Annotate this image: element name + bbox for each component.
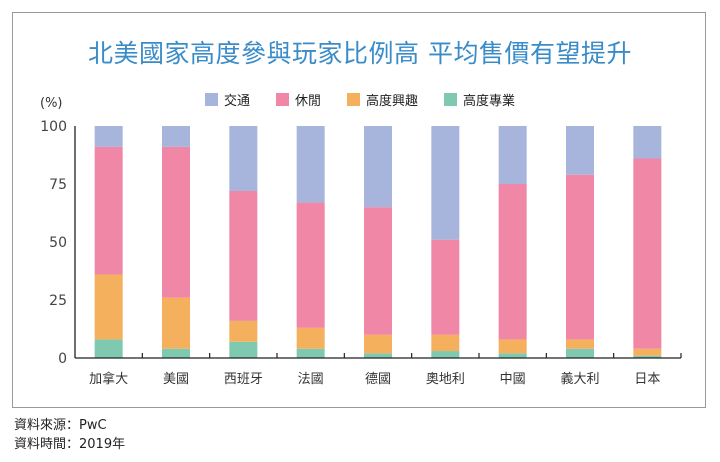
bar-segment (162, 126, 190, 147)
bar-segment (431, 239, 460, 335)
bar-segment (431, 351, 460, 358)
bar-segment (162, 146, 190, 298)
legend-label: 高度興趣 (366, 94, 419, 109)
bar-segment (229, 190, 258, 321)
legend-item: 高度興趣 (347, 90, 418, 109)
bar-segment (162, 348, 190, 358)
x-tick-label: 義大利 (560, 371, 599, 387)
bar-segment (566, 174, 594, 340)
legend-swatch (444, 93, 458, 106)
chart-frame (12, 12, 706, 408)
bar-segment (566, 126, 594, 175)
bar-segment (296, 348, 325, 358)
bar-segment (364, 334, 392, 354)
x-tick-label: 加拿大 (89, 371, 128, 387)
bar-segment (566, 339, 594, 349)
time-note: 資料時間：2019年 (14, 437, 126, 452)
legend: 交通 休閒 高度興趣 高度專業 (0, 90, 720, 109)
chart-title: 北美國家高度參與玩家比例高 平均售價有望提升 (88, 39, 632, 68)
bar-segment (431, 126, 460, 240)
legend-swatch (204, 93, 218, 106)
x-tick-label: 西班牙 (224, 372, 263, 387)
bar-segment (633, 355, 662, 358)
bar-segment (633, 348, 662, 356)
y-tick-label: 75 (49, 177, 67, 193)
y-tick-label: 25 (49, 293, 67, 309)
x-tick-label: 中國 (500, 372, 526, 387)
bar-segment (431, 334, 460, 352)
bar-segment (498, 339, 527, 354)
bar-segment (498, 184, 527, 340)
y-tick-label: 100 (40, 119, 67, 135)
legend-item: 交通 (204, 90, 250, 109)
bar-segment (229, 126, 258, 191)
bar-segment (296, 202, 325, 328)
x-tick-label: 法國 (298, 372, 324, 387)
legend-label: 交通 (223, 94, 250, 109)
bar-segment (364, 207, 392, 335)
legend-item: 休閒 (275, 90, 321, 109)
bar-segment (296, 126, 325, 203)
legend-item: 高度專業 (444, 90, 515, 109)
legend-swatch (275, 93, 289, 106)
bar-segment (229, 341, 258, 358)
bar-segment (162, 297, 190, 349)
y-tick-label: 0 (58, 351, 67, 367)
source-note: 資料來源：PwC (14, 418, 107, 433)
bar-segment (94, 126, 123, 147)
legend-label: 高度專業 (463, 94, 516, 109)
legend-label: 休閒 (294, 94, 321, 109)
bar-segment (94, 146, 123, 275)
bar-segment (633, 158, 662, 349)
x-tick-label: 美國 (163, 372, 189, 387)
x-tick-label: 德國 (365, 372, 391, 387)
bar-segment (566, 348, 594, 358)
legend-swatch (347, 93, 360, 106)
bar-segment (498, 126, 527, 184)
y-axis-unit: (%) (40, 96, 63, 111)
bar-segment (296, 327, 325, 349)
bar-segment (229, 320, 258, 342)
y-tick-label: 50 (49, 235, 67, 251)
bar-segment (364, 126, 392, 208)
x-tick-label: 日本 (634, 372, 660, 387)
bar-segment (364, 353, 392, 358)
bar-segment (633, 126, 662, 159)
bar-segment (94, 339, 123, 358)
x-tick-label: 奧地利 (426, 372, 465, 387)
bar-segment (94, 274, 123, 340)
bar-segment (498, 353, 527, 358)
